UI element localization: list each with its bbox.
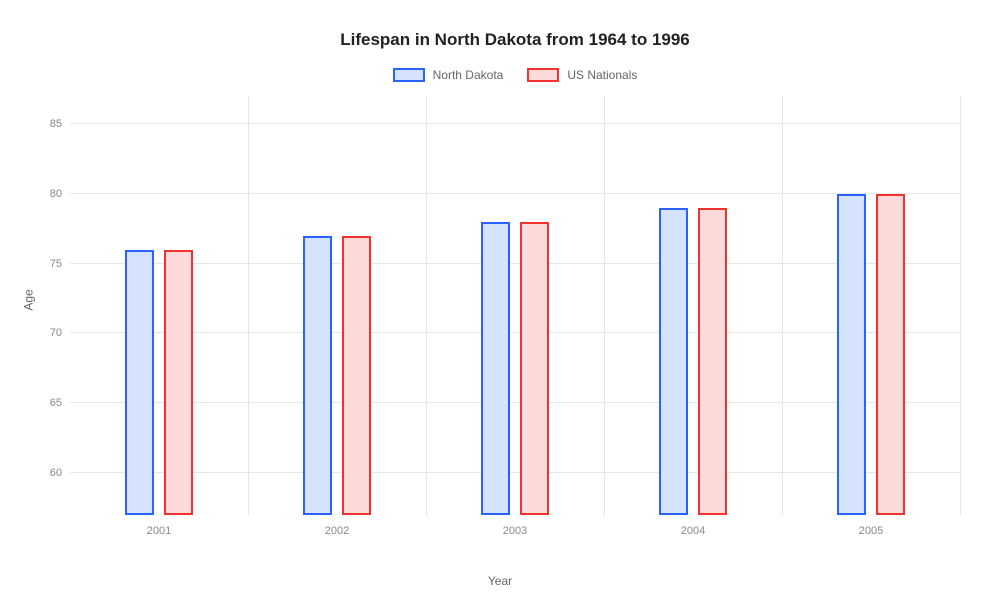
- bar: [125, 250, 153, 515]
- x-tick-label: 2001: [147, 525, 171, 537]
- gridline-vertical: [782, 96, 783, 515]
- bar: [342, 236, 370, 515]
- x-tick-label: 2003: [503, 525, 527, 537]
- y-tick-label: 60: [50, 467, 62, 479]
- bar: [481, 222, 509, 515]
- legend-label: US Nationals: [567, 68, 637, 82]
- gridline-vertical: [604, 96, 605, 515]
- y-tick-label: 65: [50, 397, 62, 409]
- x-axis-label: Year: [488, 574, 512, 588]
- bar: [520, 222, 548, 515]
- bar: [698, 208, 726, 515]
- gridline-vertical: [426, 96, 427, 515]
- gridline-horizontal: [70, 332, 960, 333]
- gridline-vertical: [960, 96, 961, 515]
- bar: [659, 208, 687, 515]
- y-tick-label: 70: [50, 327, 62, 339]
- gridline-horizontal: [70, 263, 960, 264]
- bar: [876, 194, 904, 515]
- chart-container: Lifespan in North Dakota from 1964 to 19…: [0, 0, 1000, 600]
- gridline-horizontal: [70, 472, 960, 473]
- y-tick-label: 75: [50, 258, 62, 270]
- chart-title: Lifespan in North Dakota from 1964 to 19…: [70, 30, 960, 50]
- x-tick-label: 2002: [325, 525, 349, 537]
- plot-area: 60657075808520012002200320042005: [70, 96, 960, 516]
- bar: [303, 236, 331, 515]
- y-tick-label: 85: [50, 118, 62, 130]
- legend-item: US Nationals: [527, 68, 637, 82]
- gridline-horizontal: [70, 123, 960, 124]
- legend-swatch: [393, 68, 425, 82]
- x-tick-label: 2005: [859, 525, 883, 537]
- legend-item: North Dakota: [393, 68, 504, 82]
- y-axis-label: Age: [22, 289, 36, 310]
- legend-swatch: [527, 68, 559, 82]
- legend-label: North Dakota: [433, 68, 504, 82]
- bar: [164, 250, 192, 515]
- y-tick-label: 80: [50, 188, 62, 200]
- chart-legend: North Dakota US Nationals: [70, 68, 960, 82]
- gridline-horizontal: [70, 402, 960, 403]
- x-tick-label: 2004: [681, 525, 705, 537]
- bar: [837, 194, 865, 515]
- gridline-vertical: [248, 96, 249, 515]
- gridline-horizontal: [70, 193, 960, 194]
